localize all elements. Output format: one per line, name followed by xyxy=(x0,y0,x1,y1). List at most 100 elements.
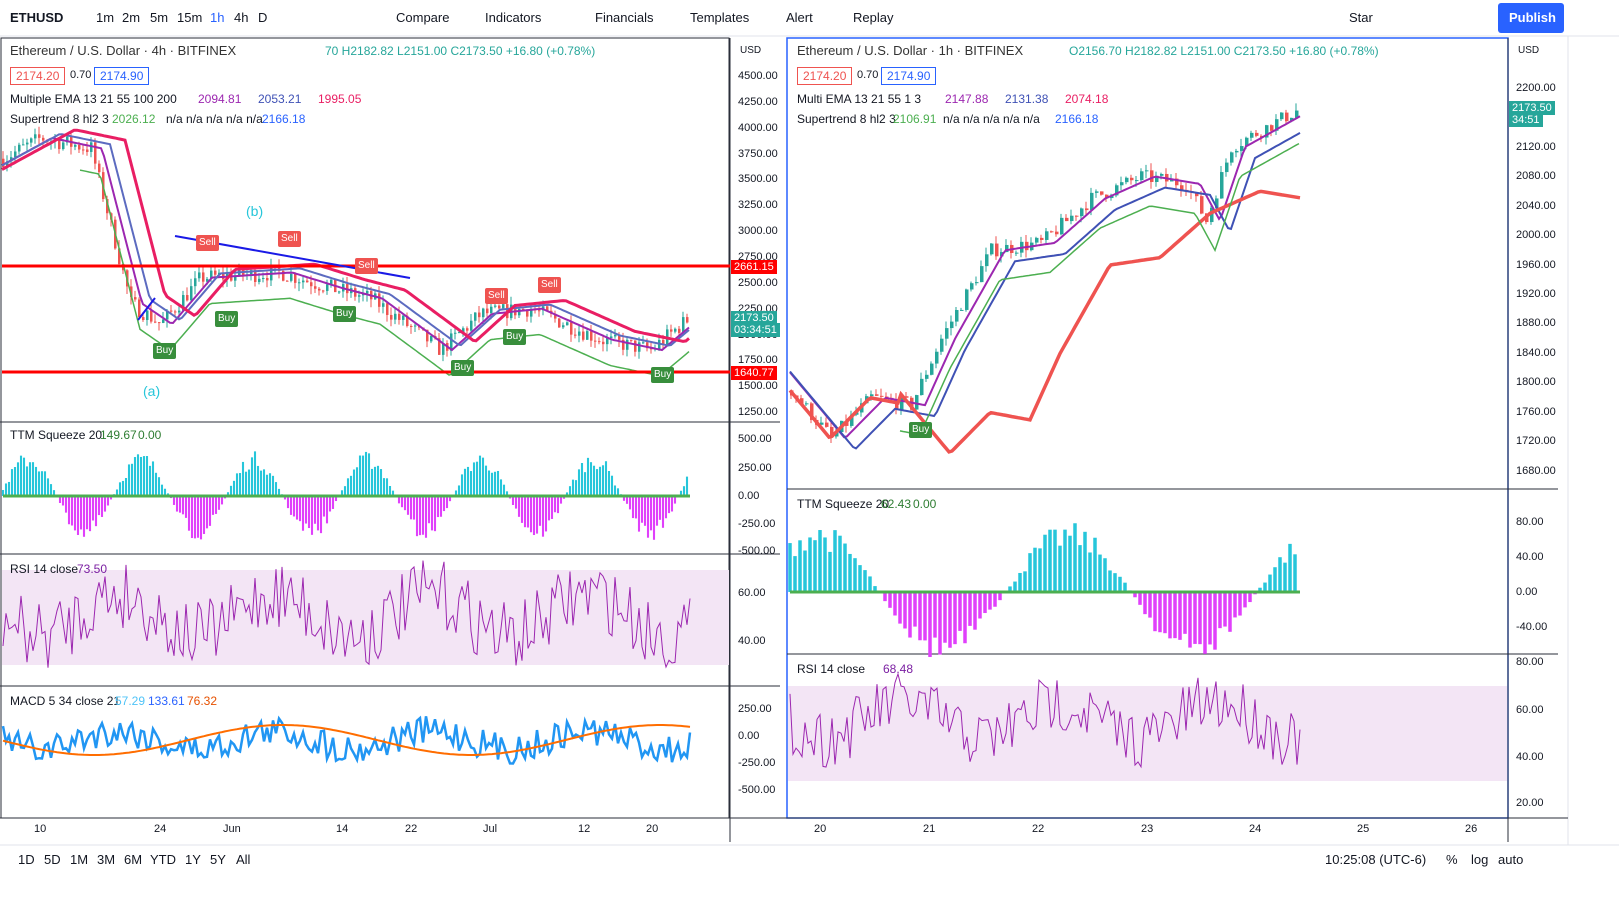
candle-body xyxy=(1235,150,1239,153)
candle-body xyxy=(965,289,969,310)
macd-axis-label: -250.00 xyxy=(738,757,776,769)
candle-body xyxy=(566,322,569,326)
indicator-name: Supertrend 8 hl2 3 xyxy=(10,112,109,126)
range-button[interactable]: 1D xyxy=(18,852,35,867)
interval-button[interactable]: 1h xyxy=(210,10,225,25)
candle-body xyxy=(1070,215,1074,222)
rsi-axis-label: 40.00 xyxy=(738,635,766,647)
candle-body xyxy=(98,163,101,173)
candle-body xyxy=(82,149,85,151)
candle-body xyxy=(526,309,529,317)
candle-body xyxy=(262,277,265,279)
log-toggle[interactable]: log xyxy=(1471,852,1489,867)
range-button[interactable]: 3M xyxy=(97,852,116,867)
candle-body xyxy=(466,328,469,331)
candle-body xyxy=(1150,170,1154,182)
candle-body xyxy=(950,321,954,329)
percent-toggle[interactable]: % xyxy=(1446,852,1458,867)
spread: 0.70 xyxy=(70,69,92,81)
toolbar-button[interactable]: Alert xyxy=(786,10,813,25)
range-button[interactable]: 5Y xyxy=(210,852,226,867)
candle-body xyxy=(870,394,874,397)
signal-label: Buy xyxy=(333,306,357,322)
candle-body xyxy=(202,272,205,282)
toolbar-button[interactable]: Compare xyxy=(396,10,450,25)
price-label: 3000.00 xyxy=(738,225,778,238)
indicator-value: 76.32 xyxy=(187,694,218,708)
price-label: 1760.00 xyxy=(1516,406,1556,418)
candle-body xyxy=(1100,191,1104,195)
candle-body xyxy=(590,331,593,341)
symbol[interactable]: ETHUSD xyxy=(10,10,64,25)
rsi-line xyxy=(2,560,691,669)
candle-body xyxy=(106,199,109,214)
auto-toggle[interactable]: auto xyxy=(1498,852,1524,867)
time-label: 20 xyxy=(814,823,827,835)
candle-body xyxy=(390,314,393,320)
indicator-value: 73.50 xyxy=(77,562,108,576)
candle-body xyxy=(1085,208,1089,211)
toolbar-button[interactable]: Replay xyxy=(853,10,894,25)
candle-body xyxy=(14,151,17,158)
toolbar-button[interactable]: Financials xyxy=(595,10,654,25)
level-tag: 1640.77 xyxy=(731,366,777,380)
range-button[interactable]: YTD xyxy=(150,852,176,867)
candle-body xyxy=(378,293,381,307)
price-label: 2080.00 xyxy=(1516,170,1556,182)
candle-body xyxy=(920,378,924,396)
candle-body xyxy=(682,317,685,333)
range-button[interactable]: 1Y xyxy=(185,852,201,867)
candle-body xyxy=(142,317,145,320)
interval-button[interactable]: 15m xyxy=(177,10,203,25)
indicator-value: 2147.88 xyxy=(945,92,989,106)
publish-button[interactable]: Publish xyxy=(1509,10,1556,25)
signal-label: Sell xyxy=(538,277,561,293)
candle-body xyxy=(1255,132,1259,136)
indicator-value: 133.61 xyxy=(148,694,185,708)
candle-body xyxy=(158,322,161,324)
indicator-value: n/a n/a n/a n/a n/a xyxy=(166,112,263,126)
candle-body xyxy=(1175,178,1179,186)
ttm-axis-label: 250.00 xyxy=(738,462,772,474)
indicator-value: 0.00 xyxy=(138,428,162,442)
range-button[interactable]: 5D xyxy=(44,852,61,867)
toolbar-button[interactable]: Templates xyxy=(690,10,750,25)
interval-button[interactable]: 4h xyxy=(234,10,249,25)
candle-body xyxy=(254,270,257,282)
candle-body xyxy=(302,280,305,283)
indicator-value: 68.48 xyxy=(883,662,914,676)
candle-body xyxy=(646,342,649,349)
candle-body xyxy=(310,282,313,287)
publish-btn xyxy=(1498,3,1564,33)
interval-button[interactable]: D xyxy=(258,10,268,25)
toolbar-button[interactable]: Indicators xyxy=(485,10,542,25)
range-button[interactable]: 1M xyxy=(70,852,89,867)
range-button[interactable]: All xyxy=(236,852,251,867)
range-button[interactable]: 6M xyxy=(124,852,143,867)
star-button[interactable]: Star xyxy=(1349,10,1373,25)
interval-button[interactable]: 2m xyxy=(122,10,141,25)
candle-body xyxy=(1135,180,1139,182)
price-label: 2000.00 xyxy=(1516,229,1556,241)
candle-body xyxy=(366,290,369,294)
rsi-axis-label: 60.00 xyxy=(1516,704,1544,716)
time-label: Jun xyxy=(223,823,241,835)
price-label: 2750.00 xyxy=(738,250,778,263)
candle-body xyxy=(1115,185,1119,196)
candle-body xyxy=(538,310,541,312)
candle-body xyxy=(1200,196,1204,214)
candle-body xyxy=(905,396,909,398)
candle-body xyxy=(900,396,904,410)
candle-body xyxy=(1195,192,1199,197)
wave-label: (b) xyxy=(246,203,264,219)
time-label: Jul xyxy=(483,823,498,835)
candle-body xyxy=(454,332,457,334)
candle-body xyxy=(606,337,609,345)
interval-button[interactable]: 1m xyxy=(96,10,115,25)
macd-axis-label: -500.00 xyxy=(738,784,776,796)
candle-body xyxy=(602,341,605,345)
signal-label: Buy xyxy=(153,343,177,359)
interval-button[interactable]: 5m xyxy=(150,10,169,25)
candle-body xyxy=(1210,207,1214,223)
rsi-band xyxy=(788,686,1507,781)
